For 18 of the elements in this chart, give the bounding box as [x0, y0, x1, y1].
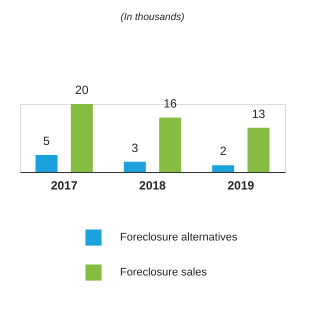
data-label: 13 [252, 106, 266, 121]
bar [124, 162, 146, 172]
x-tick-label: 2017 [50, 178, 78, 192]
bar [70, 104, 93, 172]
legend-label: Foreclosure alternatives [120, 232, 238, 244]
x-tick-label: 2018 [139, 178, 166, 192]
data-label: 20 [75, 83, 89, 97]
bar [36, 155, 58, 172]
data-label: 5 [43, 134, 50, 148]
bar [248, 128, 270, 172]
legend-label: Foreclosure sales [120, 266, 208, 278]
bar [159, 118, 182, 172]
data-label: 2 [220, 144, 227, 158]
chart-subtitle: (In thousands) [120, 12, 184, 23]
data-label: 3 [131, 140, 138, 155]
bar [212, 165, 234, 172]
data-label: 16 [163, 96, 178, 111]
x-tick-label: 2019 [227, 178, 255, 192]
